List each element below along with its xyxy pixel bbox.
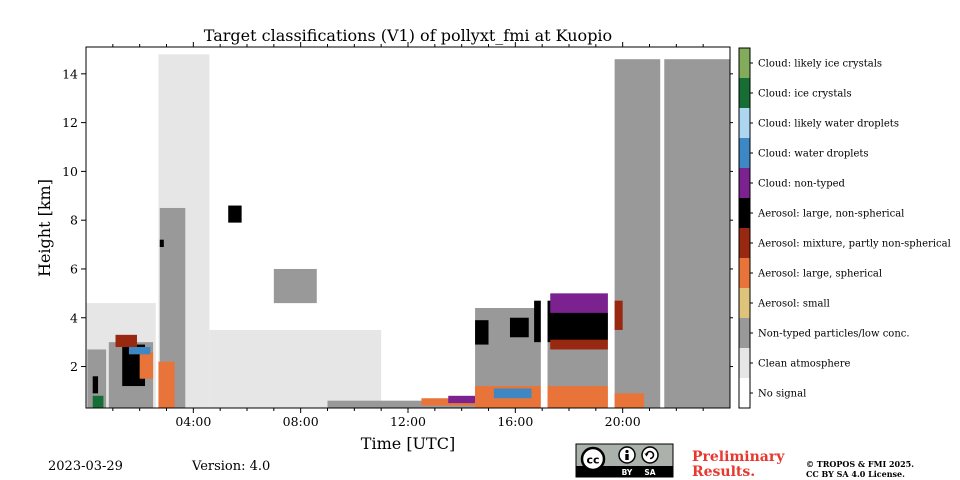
colorbar-label: Aerosol: large, spherical: [757, 269, 882, 280]
region-4: [115, 334, 137, 348]
region-20: [475, 320, 489, 345]
x-axis-label: Time [UTC]: [361, 434, 455, 453]
y-axis-label: Height [km]: [35, 179, 54, 277]
colorbar-swatch: [739, 108, 750, 138]
region-21: [509, 317, 529, 338]
colorbar-label: Aerosol: mixture, partly non-spherical: [757, 239, 951, 250]
region-8: [92, 395, 104, 408]
colorbar-swatch: [739, 48, 750, 78]
colorbar-label: Aerosol: small: [757, 299, 830, 310]
y-tick-label: 14: [62, 66, 78, 81]
colorbar-swatch: [739, 228, 750, 258]
colorbar-swatch: [739, 318, 750, 348]
region-15: [273, 268, 317, 304]
colorbar-swatch: [739, 138, 750, 168]
y-axis: 2 4 6 8 10 12 14: [62, 66, 733, 374]
x-tick-label: 04:00: [175, 414, 211, 429]
colorbar-swatch: [739, 258, 750, 288]
region-30: [660, 47, 665, 408]
colorbar-label: Clean atmosphere: [758, 359, 851, 370]
chart-title: Target classifications (V1) of pollyxt_f…: [204, 26, 612, 45]
cc-license-badge: cc BY SA: [575, 443, 674, 478]
region-7: [92, 376, 99, 394]
y-tick-label: 6: [70, 261, 78, 276]
y-tick-label: 8: [70, 213, 78, 228]
region-27: [614, 59, 730, 408]
by-label: BY: [622, 468, 633, 477]
region-32: [607, 47, 614, 408]
x-tick-label: 16:00: [497, 414, 533, 429]
region-23: [550, 293, 612, 313]
region-29: [614, 393, 645, 408]
region-14: [228, 205, 242, 223]
colorbar-swatch: [739, 378, 750, 408]
region-31: [540, 47, 548, 408]
colorbar-swatch: [739, 348, 750, 378]
region-10: [209, 329, 382, 408]
colorbar-label: Aerosol: large, non-spherical: [757, 209, 904, 220]
y-tick-label: 10: [62, 164, 78, 179]
y-tick-label: 2: [70, 359, 78, 374]
x-tick-label: 12:00: [390, 414, 426, 429]
colorbar-swatch: [739, 198, 750, 228]
colorbar-label: Cloud: water droplets: [758, 149, 869, 160]
region-24: [550, 339, 610, 350]
y-tick-label: 12: [62, 115, 78, 130]
y-tick-label: 4: [70, 310, 78, 325]
colorbar-label: Cloud: likely water droplets: [758, 119, 899, 130]
colorbar-label: Cloud: ice crystals: [758, 89, 852, 100]
cc-icon: cc: [586, 454, 599, 467]
region-3: [122, 344, 146, 387]
colorbar-label: Non-typed particles/low conc.: [758, 329, 910, 340]
region-13: [159, 239, 164, 248]
x-tick-label: 20:00: [605, 414, 641, 429]
colorbar-label: No signal: [758, 389, 806, 400]
colorbar-label: Cloud: likely ice crystals: [758, 59, 882, 70]
copyright-line1: © TROPOS & FMI 2025.: [806, 459, 914, 469]
sa-label: SA: [644, 468, 655, 477]
version-label: Version: 4.0: [191, 459, 270, 474]
region-18: [448, 395, 476, 404]
preliminary-line1: Preliminary: [692, 449, 785, 465]
colorbar-swatch: [739, 78, 750, 108]
date-label: 2023-03-29: [48, 459, 123, 474]
classification-regions: [86, 47, 730, 408]
share-alike-icon: [641, 446, 659, 464]
x-axis: 04:00 08:00 12:00 16:00 20:00: [112, 42, 704, 429]
heatmap-plot: 04:00 08:00 12:00 16:00 20:00 2 4 6 8 10 12 14: [62, 42, 733, 429]
colorbar-frame: [738, 47, 751, 409]
x-tick-label: 08:00: [283, 414, 319, 429]
region-28: [614, 300, 623, 330]
preliminary-line2: Results.: [692, 464, 755, 480]
region-12: [158, 361, 175, 408]
region-26: [493, 388, 532, 399]
class-colorbar: No signal Clean atmosphere Non-typed parti…: [738, 47, 951, 409]
region-16: [327, 400, 476, 408]
colorbar-label: Cloud: non-typed: [758, 179, 846, 190]
region-5: [139, 351, 154, 379]
region-6: [128, 347, 151, 355]
colorbar-swatch: [739, 288, 750, 318]
colorbar-swatch: [739, 168, 750, 198]
copyright-line2: CC BY SA 4.0 License.: [806, 469, 905, 479]
